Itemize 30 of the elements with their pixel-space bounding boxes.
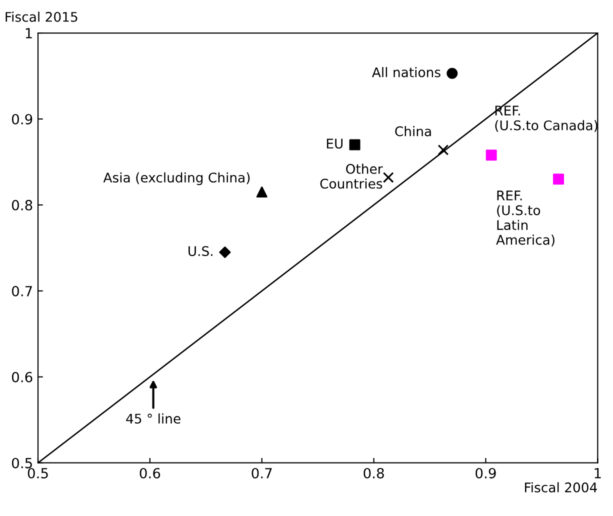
x-tick-label: 1 (594, 468, 601, 478)
annotation: 45 ° line (126, 413, 180, 424)
point (382, 172, 394, 183)
y-tick-label: 1 (26, 28, 32, 38)
point (219, 246, 231, 258)
x-tick-label: 0.5 (28, 468, 48, 478)
point (256, 186, 268, 198)
y-tick-label: 0.8 (12, 200, 32, 210)
x-tick-label: 0.7 (252, 468, 272, 478)
series-label: Other Countries (320, 164, 383, 189)
point (446, 68, 458, 79)
y-tick-label: 0.9 (12, 114, 32, 124)
y-tick-label: 0.6 (12, 372, 32, 382)
y-tick-label: 0.7 (12, 286, 32, 296)
point (349, 139, 360, 150)
x-tick-label: 0.9 (476, 468, 496, 478)
y-axis-title: Fiscal 2015 (6, 12, 78, 22)
series-label: EU (326, 138, 343, 149)
point (438, 144, 449, 156)
series-label: U.S. (188, 246, 212, 256)
point (553, 174, 564, 185)
point (486, 150, 497, 161)
series-label: REF. (U.S.to Latin America) (496, 190, 554, 246)
series-label: Asia (excluding China) (103, 172, 250, 186)
series-label: All nations (372, 67, 440, 78)
x-tick-label: 0.8 (364, 468, 384, 478)
x-tick-label: 0.6 (140, 468, 160, 478)
y-tick-label: 0.5 (12, 458, 32, 468)
x-axis-title: Fiscal 2004 (525, 482, 597, 492)
series-label: China (395, 126, 431, 136)
